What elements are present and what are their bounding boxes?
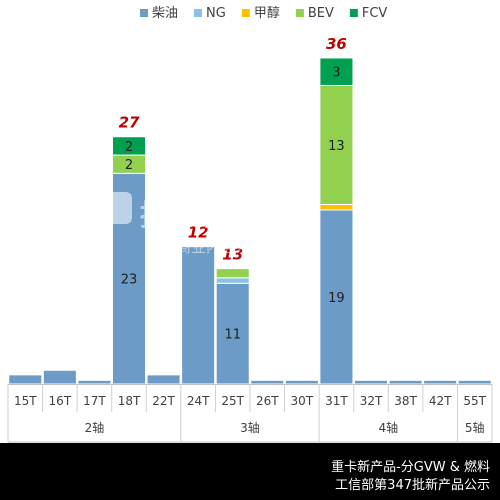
tick-label-15T: 15T: [14, 394, 37, 408]
total-label-25T: 13: [222, 246, 243, 264]
bar-segment-30T-0: [284, 379, 319, 385]
total-label-31T: 36: [326, 35, 347, 53]
tick-label-42T: 42T: [429, 394, 452, 408]
tick-label-31T: 31T: [325, 394, 348, 408]
tick-label-24T: 24T: [187, 394, 210, 408]
footer-caption: 重卡新产品-分GVW & 燃料 工信部第347批新产品公示: [0, 443, 500, 500]
legend-swatch-0: [140, 9, 148, 17]
bar-segment-32T-0: [353, 379, 389, 385]
legend-label-4: FCV: [362, 6, 388, 21]
legend-label-2: 甲醇: [254, 5, 280, 21]
data-label-18T-3: 2: [125, 158, 133, 173]
legend-label-0: 柴油: [152, 6, 178, 21]
bar-segment-26T-0: [250, 379, 285, 385]
legend-swatch-4: [349, 9, 358, 17]
data-label-18T-0: 23: [121, 273, 138, 288]
data-label-31T-4: 3: [332, 66, 340, 81]
bar-segment-16T-0: [42, 369, 77, 385]
stacked-bar-chart: 柴油 NG 甲醇 BEV FCV 23 2 2 27 12 11 13 19 13 3 36 15T 16T 17T…: [7, 5, 493, 443]
bar-segment-24T-0: [181, 246, 216, 385]
tick-label-18T: 18T: [118, 394, 141, 408]
bar-segment-42T-0: [423, 379, 458, 385]
bar-segment-17T-0: [77, 379, 112, 385]
tick-label-25T: 25T: [221, 394, 244, 408]
group-label-3: 5轴: [465, 420, 485, 435]
tick-label-32T: 32T: [360, 394, 383, 408]
legend-swatch-3: [295, 9, 304, 17]
group-label-2: 4轴: [378, 420, 398, 435]
total-label-18T: 27: [119, 114, 140, 132]
bar-segment-22T-0: [146, 374, 181, 385]
bar-segment-25T-0: [215, 282, 250, 385]
legend-swatch-2: [241, 9, 250, 17]
total-label-24T: 12: [188, 224, 209, 242]
legend-swatch-1: [194, 9, 203, 17]
tick-label-22T: 22T: [152, 394, 175, 408]
data-label-18T-4: 2: [125, 140, 133, 155]
bar-segment-31T-4: [319, 57, 354, 86]
tick-label-17T: 17T: [83, 394, 106, 408]
tick-label-38T: 38T: [394, 394, 417, 408]
data-label-31T-3: 13: [328, 139, 345, 154]
bar-segment-25T-3: [215, 268, 250, 279]
legend-label-3: BEV: [308, 6, 334, 21]
bar-segment-31T-2: [319, 204, 354, 211]
group-label-0: 2轴: [85, 420, 105, 435]
bar-segment-31T-0: [319, 209, 354, 385]
bar-segment-25T-1: [215, 277, 250, 284]
group-label-1: 3轴: [240, 420, 260, 435]
tick-label-26T: 26T: [256, 394, 279, 408]
data-label-25T-0: 11: [224, 328, 241, 343]
tick-label-30T: 30T: [291, 394, 314, 408]
bar-segment-15T-0: [8, 374, 43, 385]
tick-label-16T: 16T: [49, 394, 72, 408]
legend-label-1: NG: [206, 6, 226, 21]
footer-title: 重卡新产品-分GVW & 燃料: [331, 460, 490, 475]
bar-segment-55T-0: [457, 379, 492, 385]
data-label-31T-0: 19: [328, 291, 345, 306]
bar-segment-38T-0: [388, 379, 423, 385]
tick-label-55T: 55T: [463, 394, 486, 408]
footer-source: 工信部第347批新产品公示: [335, 478, 490, 493]
bar-segment-18T-4: [111, 136, 147, 156]
